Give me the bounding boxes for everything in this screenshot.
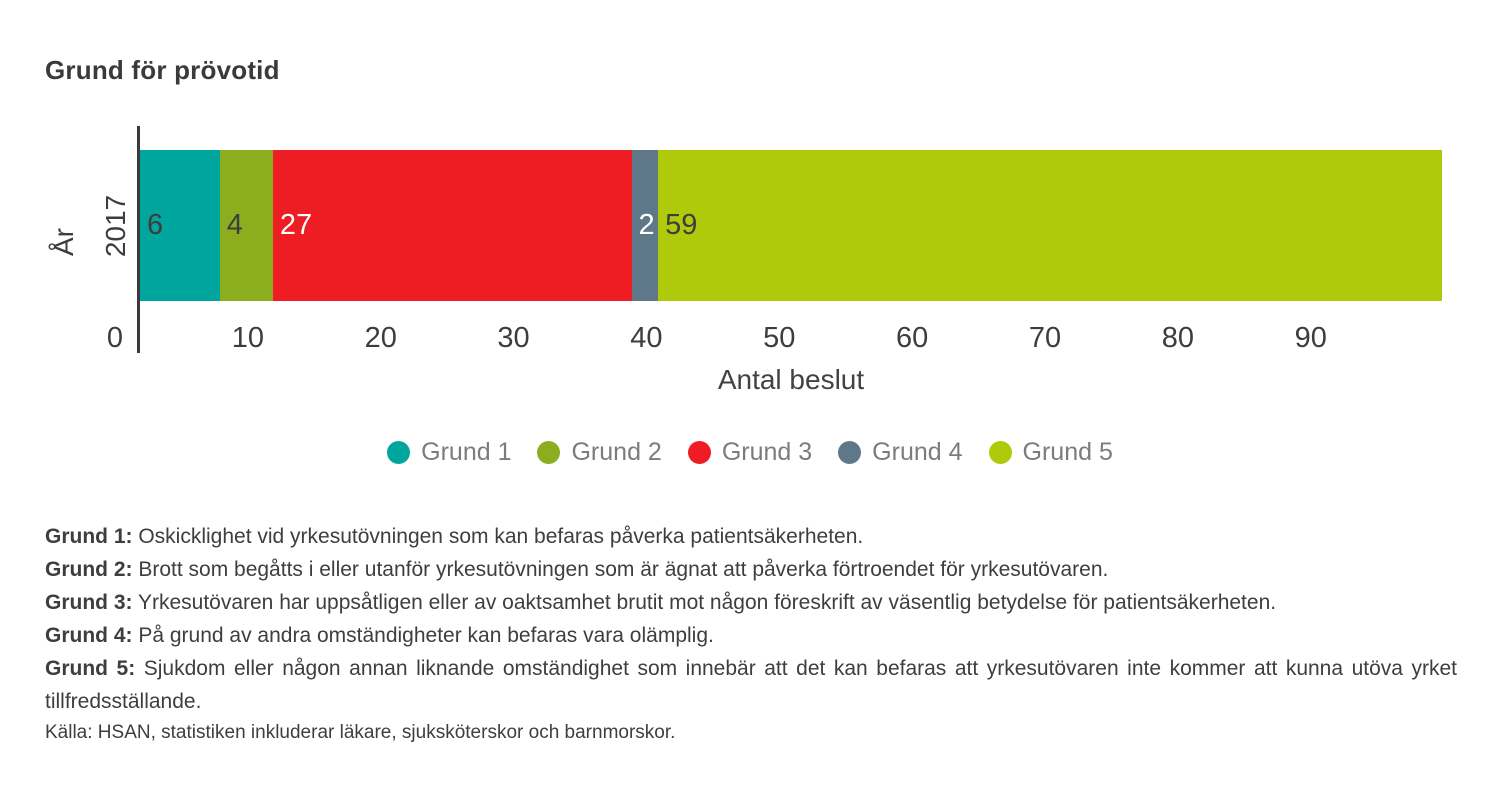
bar-value-label: 27 [279, 209, 313, 241]
x-tick-label: 10 [231, 322, 264, 354]
footnote-grund-5: Grund 5: Sjukdom eller någon annan likna… [45, 657, 1457, 713]
y-axis-title: År [48, 228, 79, 256]
bar-value-label: 6 [147, 209, 164, 241]
legend-item-grund-3: Grund 3 [687, 438, 813, 466]
footnotes: Grund 1: Oskicklighet vid yrkesutövninge… [45, 520, 1457, 718]
bar-value-label: 2 [638, 209, 655, 241]
y-axis-category-label: 2017 [100, 194, 131, 258]
bar-segment-grund-5: 59 [658, 150, 1442, 301]
y-axis-line [137, 126, 140, 353]
footnote-grund-1: Grund 1: Oskicklighet vid yrkesutövninge… [45, 525, 864, 548]
legend-label: Grund 4 [872, 438, 963, 466]
x-tick-label: 0 [106, 322, 124, 354]
footnote-label: Grund 5: [45, 657, 136, 680]
x-axis-tick-labels: 0 10 20 30 40 50 60 70 80 90 [0, 324, 1500, 354]
bar-value-label: 59 [665, 209, 698, 241]
x-axis-title: Antal beslut [717, 364, 865, 395]
x-tick-label: 60 [896, 322, 929, 354]
footnote-label: Grund 1: [45, 525, 133, 548]
legend-item-grund-1: Grund 1 [387, 440, 511, 465]
legend-swatch-icon [687, 441, 711, 464]
legend-swatch-icon [988, 441, 1012, 464]
bar-segment-grund-2: 4 [219, 150, 273, 301]
x-tick-label: 20 [364, 322, 397, 354]
footnote-label: Grund 3: [45, 591, 133, 614]
x-tick-label: 30 [497, 322, 530, 354]
stacked-bar: 6 4 27 2 59 [140, 150, 1442, 301]
chart-title: Grund för prövotid [45, 55, 280, 85]
footnote-label: Grund 2: [45, 558, 133, 581]
x-tick-label: 40 [630, 322, 663, 354]
x-tick-label: 70 [1028, 322, 1062, 354]
source-note: Källa: HSAN, statistiken inkluderar läka… [45, 722, 676, 743]
bar-value-label: 4 [226, 209, 243, 241]
legend-item-grund-2: Grund 2 [537, 438, 662, 466]
footnote-label: Grund 4: [45, 624, 133, 647]
legend-swatch-icon [537, 441, 561, 464]
bar-segment-grund-3: 27 [272, 150, 632, 301]
x-tick-label: 90 [1294, 322, 1327, 354]
x-tick-label: 80 [1161, 322, 1194, 354]
legend-label: Grund 5 [1022, 438, 1113, 466]
footnote-grund-2: Grund 2: Brott som begåtts i eller utanf… [45, 558, 1109, 581]
footnote-grund-3: Grund 3: Yrkesutövaren har uppsåtligen e… [45, 591, 1277, 614]
bar-segment-grund-1: 6 [140, 150, 220, 301]
legend-label: Grund 2 [571, 438, 662, 466]
legend-label: Grund 3 [721, 438, 813, 466]
x-tick-label: 50 [763, 322, 796, 354]
legend-item-grund-5: Grund 5 [988, 438, 1113, 466]
legend-swatch-icon [387, 441, 411, 464]
legend: Grund 1 Grund 2 Grund 3 Grund 4 Grund 5 [0, 440, 1500, 465]
legend-swatch-icon [838, 441, 862, 464]
bar-segment-grund-4: 2 [631, 150, 659, 301]
legend-label: Grund 1 [421, 438, 512, 466]
footnote-grund-4: Grund 4: På grund av andra omständighete… [45, 624, 714, 647]
legend-item-grund-4: Grund 4 [838, 438, 963, 466]
